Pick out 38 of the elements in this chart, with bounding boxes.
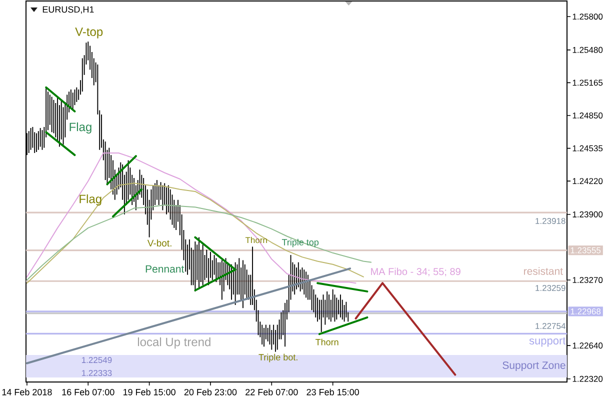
annotation: 1.22754 <box>536 322 566 329</box>
annotation: V-bot. <box>147 240 172 246</box>
annotation: local Up trend <box>138 337 210 349</box>
annotation: resistant <box>524 267 563 275</box>
annotation: Pennant <box>146 265 184 273</box>
y-tick-label: 1.24535 <box>572 145 603 152</box>
annotation: V-top <box>75 28 103 38</box>
x-tick-label: 22 Feb 07:00 <box>246 388 298 396</box>
ref-line-label: 1.23555 <box>570 247 601 254</box>
annotation: Thorn <box>316 338 338 346</box>
text: EURUSD,H1 <box>42 6 94 14</box>
y-tick-label: 1.24220 <box>572 178 603 184</box>
x-tick-label: 14 Feb 2018 <box>2 388 52 396</box>
y-tick-label: 1.25480 <box>572 46 603 53</box>
y-tick-label: 1.23270 <box>572 276 603 283</box>
annotation: 1.23259 <box>536 284 566 292</box>
y-tick-label: 1.22320 <box>572 376 603 382</box>
ref-line-label: 1.22968 <box>570 308 601 314</box>
y-tick-label: 1.22640 <box>572 342 603 349</box>
annotation: 1.22333 <box>82 370 112 376</box>
y-tick-label: 1.25165 <box>572 80 603 86</box>
y-tick-label: 1.25800 <box>572 14 603 20</box>
x-tick-label: 20 Feb 23:00 <box>184 388 237 396</box>
x-tick-label: 19 Feb 15:00 <box>123 388 176 396</box>
annotation: 1.22549 <box>82 357 112 364</box>
annotation: Thorn <box>245 236 267 244</box>
annotation: Flag <box>80 194 102 206</box>
annotation: Triple bot. <box>258 354 298 362</box>
band-label: Support Zone <box>502 362 566 372</box>
annotation: support <box>529 337 566 347</box>
annotation: Flag <box>70 122 92 134</box>
x-tick-label: 23 Feb 15:00 <box>306 388 359 396</box>
x-tick-label: 16 Feb 07:00 <box>62 388 114 396</box>
annotation: MA Fibo - 34; 55; 89 <box>371 268 460 276</box>
annotation: Triple top <box>282 238 319 248</box>
y-tick-label: 1.23900 <box>572 211 603 218</box>
y-tick-label: 1.24850 <box>572 112 603 119</box>
annotation: 1.23918 <box>536 218 566 224</box>
